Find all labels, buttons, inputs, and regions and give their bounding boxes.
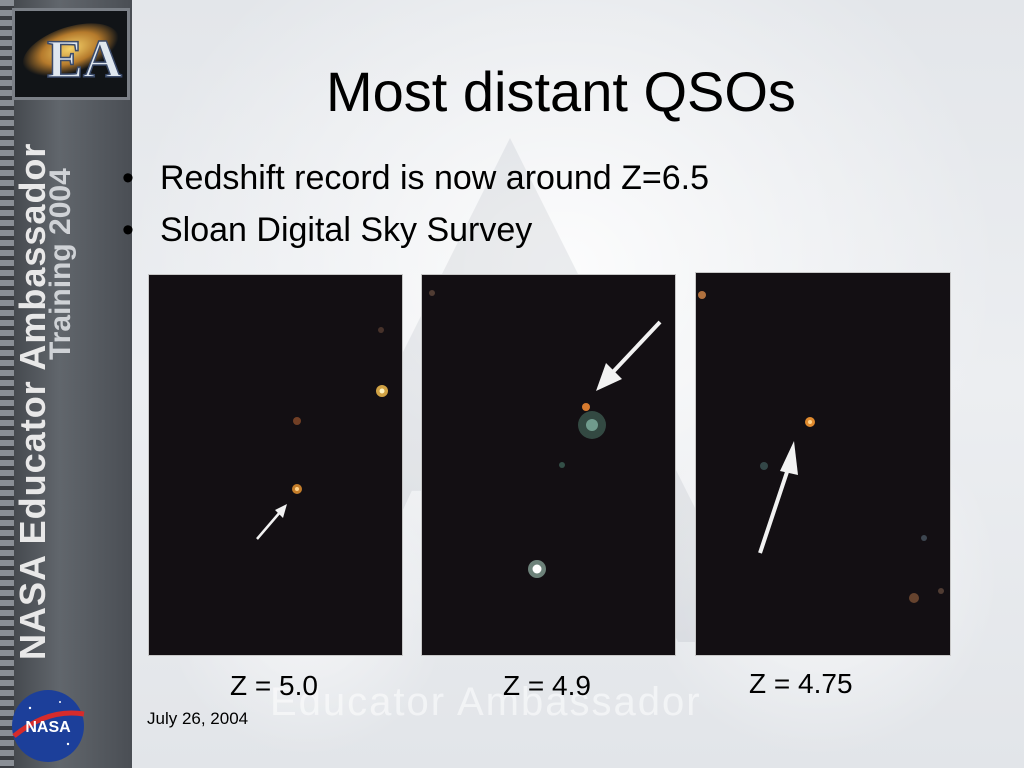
watermark-text: Educator Ambassador: [270, 680, 702, 724]
bullet-item: • Sloan Digital Sky Survey: [122, 211, 533, 249]
bullet-list: • Redshift record is now around Z=6.5 • Sl…: [122, 152, 709, 256]
footer-date: July 26, 2004: [147, 709, 249, 728]
panel-3-caption: Z = 4.75: [749, 668, 853, 699]
sidebar-film-strip: [0, 0, 14, 768]
panel-1-caption: Z = 5.0: [230, 670, 318, 701]
sidebar-vertical-subtitle: Training 2004: [44, 168, 77, 360]
sidebar: EA NASA Educator Ambassador Training 200…: [0, 0, 132, 768]
qso-image-panel-1: [148, 274, 403, 656]
qso-image-panel-3: [695, 272, 951, 656]
pointer-arrow: [256, 510, 282, 540]
bullet-item: • Redshift record is now around Z=6.5: [122, 159, 710, 197]
panel-2-caption: Z = 4.9: [503, 670, 591, 701]
pointer-arrow: [596, 363, 622, 391]
ea-logo: EA: [12, 8, 130, 100]
logo-letters: EA: [47, 29, 122, 89]
bullet-text: Sloan Digital Sky Survey: [160, 211, 533, 249]
nasa-logo: NASA: [12, 690, 85, 762]
bullet-text: Redshift record is now around Z=6.5: [160, 159, 710, 197]
slide-title: Most distant QSOs: [326, 60, 796, 123]
pointer-arrow: [780, 441, 798, 475]
svg-text:NASA: NASA: [25, 719, 71, 736]
qso-image-panel-2: [421, 274, 676, 656]
